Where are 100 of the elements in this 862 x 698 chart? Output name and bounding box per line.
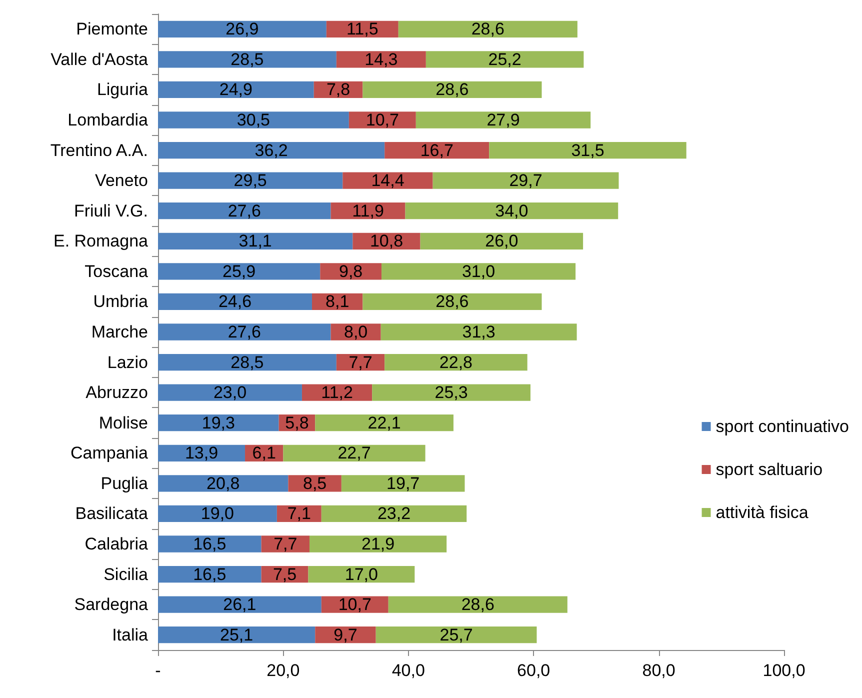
bar [158, 263, 320, 280]
y-tick-label: Lombardia [68, 110, 149, 130]
data-label: 25,9 [222, 262, 256, 281]
bar [158, 566, 262, 583]
data-label: 22,1 [368, 413, 401, 432]
y-tick-label: Veneto [95, 171, 148, 190]
data-label: 25,1 [220, 625, 254, 644]
bar [261, 536, 310, 552]
bar [381, 263, 576, 280]
data-label: 20,8 [206, 474, 240, 493]
data-label: 24,9 [219, 80, 252, 100]
bar [416, 112, 591, 128]
x-tick-label: 80,0 [642, 661, 676, 680]
y-tick-label: Valle d'Aosta [50, 50, 149, 69]
data-label: 25,7 [440, 625, 473, 644]
bar [158, 293, 312, 310]
bar [158, 414, 279, 432]
data-label: 36,2 [254, 140, 288, 160]
bar [348, 112, 416, 128]
bar [380, 324, 577, 340]
bar [158, 232, 353, 250]
bar [158, 51, 336, 68]
y-tick-label: Liguria [96, 80, 149, 100]
data-label: 7,7 [348, 352, 372, 372]
bar [405, 202, 618, 220]
bar [158, 81, 314, 98]
y-tick-label: Lazio [107, 352, 148, 372]
legend-label: sport continuativo [716, 417, 850, 436]
data-label: 11,2 [321, 383, 353, 402]
bar [320, 263, 382, 280]
data-label: 10,7 [366, 110, 399, 130]
y-tick-label: Campania [70, 444, 149, 463]
bar [158, 536, 262, 552]
data-label: 14,3 [364, 50, 398, 69]
bar [362, 293, 542, 310]
bar [489, 142, 686, 159]
y-tick-label: Abruzzo [86, 383, 148, 402]
data-label: 26,9 [226, 20, 259, 39]
x-tick-label: 20,0 [266, 661, 300, 680]
bar [309, 536, 447, 552]
data-label: 29,7 [509, 171, 542, 190]
x-tick-label: - [155, 661, 161, 680]
bar [158, 172, 343, 189]
y-tick-label: Italia [112, 625, 149, 644]
data-label: 11,5 [346, 20, 378, 39]
data-label: 29,5 [234, 171, 267, 190]
data-label: 28,5 [230, 50, 264, 69]
data-label: 26,1 [223, 595, 256, 614]
y-tick-label: Basilicata [75, 504, 149, 524]
data-label: 16,5 [193, 534, 226, 554]
data-label: 31,1 [238, 232, 272, 251]
y-tick-label: Sardegna [74, 595, 149, 614]
y-tick-label: Calabria [84, 534, 149, 554]
data-label: 10,8 [370, 232, 404, 251]
data-label: 9,7 [334, 625, 358, 644]
bar [158, 596, 322, 613]
data-label: 31,0 [462, 262, 496, 281]
bar [321, 505, 467, 522]
data-label: 28,6 [471, 20, 504, 39]
bar [341, 475, 465, 492]
y-tick-label: Piemonte [76, 20, 148, 39]
bar [376, 626, 537, 644]
data-label: 27,6 [228, 201, 261, 220]
bar [398, 20, 578, 38]
data-label: 23,2 [377, 504, 411, 524]
data-label: 31,5 [571, 140, 604, 160]
data-label: 8,1 [326, 292, 350, 312]
y-tick-label: Trentino A.A. [50, 140, 148, 160]
data-label: 8,5 [302, 474, 327, 493]
bar [426, 51, 584, 68]
data-label: 8,0 [344, 322, 368, 342]
bar [432, 172, 619, 189]
data-label: 23,0 [213, 383, 247, 402]
bar [308, 566, 415, 583]
bar [384, 354, 528, 371]
data-label: 9,8 [338, 262, 363, 281]
data-label: 28,6 [436, 80, 469, 100]
y-tick-label: Molise [98, 413, 148, 432]
x-tick-label: 100,0 [762, 661, 806, 680]
data-label: 19,3 [202, 413, 235, 432]
legend-label: sport saltuario [716, 460, 823, 479]
bar [158, 142, 385, 159]
bar [302, 384, 372, 401]
bar [420, 232, 584, 250]
y-tick-label: Sicilia [104, 564, 149, 584]
bar [388, 596, 568, 613]
data-label: 34,0 [495, 201, 528, 220]
data-label: 28,6 [436, 292, 469, 312]
data-label: 25,2 [488, 50, 522, 69]
bar [158, 505, 277, 522]
y-tick-label: Marche [91, 322, 148, 342]
y-tick-label: E. Romagna [54, 232, 149, 251]
data-label: 19,7 [386, 474, 420, 493]
data-label: 31,3 [462, 322, 496, 342]
data-label: 19,0 [200, 504, 234, 524]
data-label: 7,8 [326, 80, 350, 100]
bar [342, 172, 433, 189]
bar [362, 81, 542, 98]
data-label: 16,7 [420, 140, 454, 160]
data-label: 10,7 [338, 595, 372, 614]
